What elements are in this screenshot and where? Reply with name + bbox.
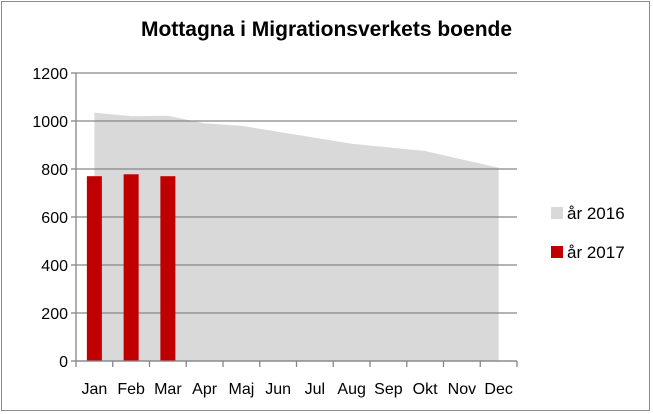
legend-swatch (551, 207, 563, 219)
x-tick-label: Sep (374, 381, 403, 398)
x-tick-label: Jan (81, 381, 107, 398)
x-tick-label: Mar (154, 381, 182, 398)
x-tick-label: Feb (117, 381, 145, 398)
x-tick-label: Jun (265, 381, 291, 398)
y-tick-label: 800 (41, 162, 68, 179)
x-tick-label: Dec (484, 381, 512, 398)
bar-2017 (123, 174, 139, 361)
x-tick-label: Okt (413, 381, 438, 398)
bar-2017 (160, 176, 176, 361)
y-tick-label: 0 (59, 354, 68, 371)
y-tick-label: 1200 (32, 66, 68, 83)
x-tick-label: Apr (192, 381, 218, 398)
legend-label: år 2017 (567, 243, 625, 262)
x-tick-label: Maj (228, 381, 254, 398)
x-tick-label: Jul (305, 381, 325, 398)
y-tick-label: 600 (41, 210, 68, 227)
bar-2017 (86, 176, 102, 361)
x-tick-label: Nov (448, 381, 476, 398)
legend-label: år 2016 (567, 204, 625, 223)
chart-title: Mottagna i Migrationsverkets boende (140, 18, 513, 41)
y-tick-label: 400 (41, 258, 68, 275)
y-tick-label: 1000 (32, 114, 68, 131)
legend-swatch (551, 246, 563, 258)
area-series-2016 (94, 112, 499, 361)
y-tick-label: 200 (41, 306, 68, 323)
x-tick-label: Aug (337, 381, 365, 398)
